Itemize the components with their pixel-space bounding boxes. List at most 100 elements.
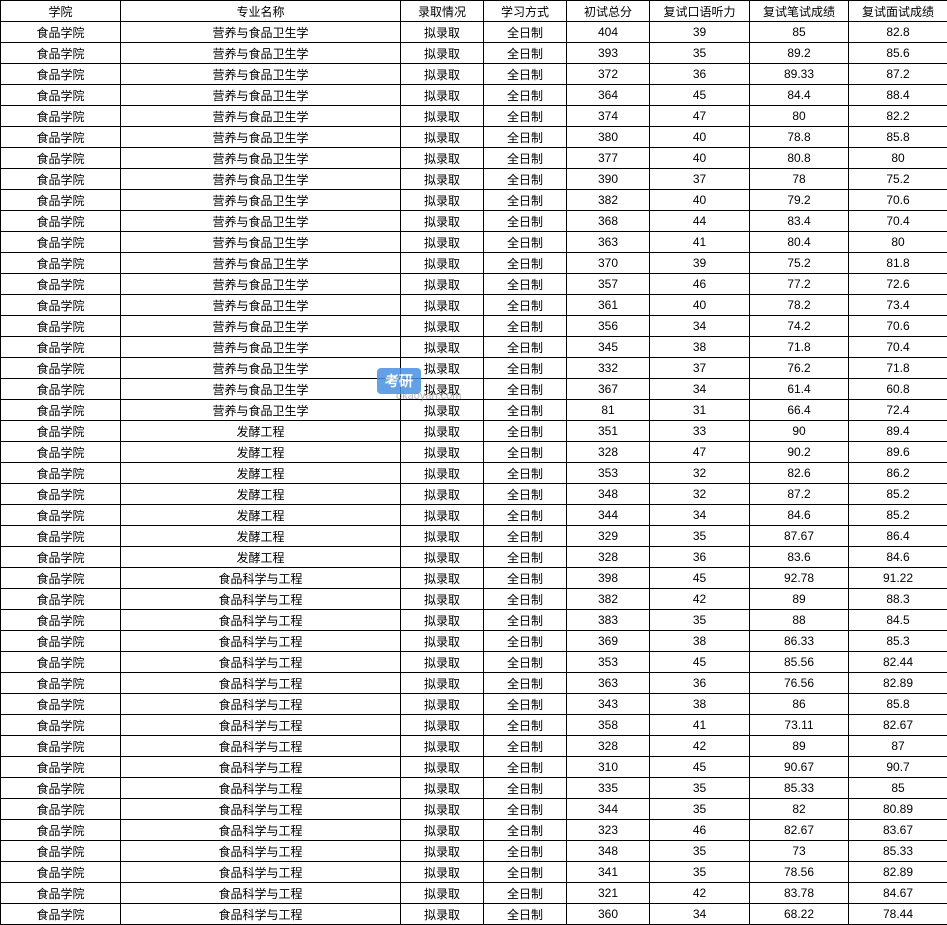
- table-cell: 拟录取: [401, 421, 484, 442]
- table-cell: 83.4: [750, 211, 849, 232]
- table-cell: 40: [650, 295, 750, 316]
- table-cell: 91.22: [849, 568, 947, 589]
- table-cell: 32: [650, 463, 750, 484]
- table-cell: 拟录取: [401, 337, 484, 358]
- table-cell: 38: [650, 337, 750, 358]
- table-cell: 344: [567, 799, 650, 820]
- table-cell: 34: [650, 904, 750, 925]
- table-row: 食品学院营养与食品卫生学拟录取全日制3804078.885.8: [1, 127, 947, 148]
- table-cell: 70.4: [849, 211, 947, 232]
- table-row: 食品学院营养与食品卫生学拟录取全日制3673461.460.8: [1, 379, 947, 400]
- table-cell: 360: [567, 904, 650, 925]
- table-cell: 发酵工程: [121, 463, 401, 484]
- table-cell: 食品学院: [1, 148, 121, 169]
- table-cell: 80.89: [849, 799, 947, 820]
- table-cell: 348: [567, 841, 650, 862]
- table-row: 食品学院食品科学与工程拟录取全日制3534585.5682.44: [1, 652, 947, 673]
- table-cell: 89.4: [849, 421, 947, 442]
- table-cell: 36: [650, 64, 750, 85]
- table-row: 食品学院食品科学与工程拟录取全日制3603468.2278.44: [1, 904, 947, 925]
- table-cell: 拟录取: [401, 505, 484, 526]
- table-row: 食品学院发酵工程拟录取全日制3533282.686.2: [1, 463, 947, 484]
- table-cell: 85.2: [849, 484, 947, 505]
- table-cell: 食品科学与工程: [121, 841, 401, 862]
- table-cell: 84.6: [849, 547, 947, 568]
- table-row: 食品学院发酵工程拟录取全日制3284790.289.6: [1, 442, 947, 463]
- table-cell: 85: [750, 22, 849, 43]
- table-cell: 90: [750, 421, 849, 442]
- table-cell: 82.89: [849, 673, 947, 694]
- table-cell: 328: [567, 442, 650, 463]
- table-cell: 食品科学与工程: [121, 631, 401, 652]
- table-cell: 全日制: [484, 169, 567, 190]
- table-cell: 78.56: [750, 862, 849, 883]
- table-cell: 92.78: [750, 568, 849, 589]
- table-cell: 食品学院: [1, 610, 121, 631]
- table-cell: 79.2: [750, 190, 849, 211]
- table-cell: 66.4: [750, 400, 849, 421]
- table-cell: 全日制: [484, 253, 567, 274]
- table-cell: 35: [650, 799, 750, 820]
- table-cell: 369: [567, 631, 650, 652]
- table-cell: 38: [650, 631, 750, 652]
- table-cell: 70.4: [849, 337, 947, 358]
- table-cell: 74.2: [750, 316, 849, 337]
- table-cell: 77.2: [750, 274, 849, 295]
- table-cell: 拟录取: [401, 589, 484, 610]
- table-cell: 82.8: [849, 22, 947, 43]
- table-cell: 拟录取: [401, 43, 484, 64]
- table-row: 食品学院食品科学与工程拟录取全日制3633676.5682.89: [1, 673, 947, 694]
- table-cell: 335: [567, 778, 650, 799]
- table-row: 食品学院营养与食品卫生学拟录取全日制404398582.8: [1, 22, 947, 43]
- table-cell: 34: [650, 505, 750, 526]
- table-cell: 食品科学与工程: [121, 610, 401, 631]
- table-cell: 89: [750, 589, 849, 610]
- table-cell: 41: [650, 232, 750, 253]
- table-cell: 89.33: [750, 64, 849, 85]
- table-cell: 食品学院: [1, 400, 121, 421]
- table-cell: 食品学院: [1, 106, 121, 127]
- table-cell: 食品学院: [1, 694, 121, 715]
- table-row: 食品学院发酵工程拟录取全日制3443484.685.2: [1, 505, 947, 526]
- table-cell: 拟录取: [401, 883, 484, 904]
- table-row: 食品学院营养与食品卫生学拟录取全日制3723689.3387.2: [1, 64, 947, 85]
- table-row: 食品学院营养与食品卫生学拟录取全日制3774080.880: [1, 148, 947, 169]
- table-cell: 90.67: [750, 757, 849, 778]
- table-cell: 71.8: [849, 358, 947, 379]
- table-cell: 食品科学与工程: [121, 757, 401, 778]
- table-cell: 食品学院: [1, 358, 121, 379]
- table-row: 食品学院食品科学与工程拟录取全日制3214283.7884.67: [1, 883, 947, 904]
- table-cell: 营养与食品卫生学: [121, 253, 401, 274]
- table-cell: 全日制: [484, 274, 567, 295]
- table-cell: 61.4: [750, 379, 849, 400]
- table-row: 食品学院营养与食品卫生学拟录取全日制3323776.271.8: [1, 358, 947, 379]
- table-cell: 食品学院: [1, 295, 121, 316]
- table-cell: 营养与食品卫生学: [121, 85, 401, 106]
- table-cell: 食品学院: [1, 631, 121, 652]
- header-cell-college: 学院: [1, 1, 121, 22]
- table-cell: 329: [567, 526, 650, 547]
- table-cell: 39: [650, 22, 750, 43]
- table-cell: 营养与食品卫生学: [121, 337, 401, 358]
- table-cell: 拟录取: [401, 211, 484, 232]
- table-cell: 食品学院: [1, 484, 121, 505]
- table-cell: 食品学院: [1, 127, 121, 148]
- table-cell: 85.2: [849, 505, 947, 526]
- table-cell: 40: [650, 148, 750, 169]
- table-cell: 全日制: [484, 379, 567, 400]
- table-cell: 32: [650, 484, 750, 505]
- table-cell: 全日制: [484, 295, 567, 316]
- table-cell: 食品学院: [1, 652, 121, 673]
- table-cell: 404: [567, 22, 650, 43]
- table-cell: 食品学院: [1, 883, 121, 904]
- table-cell: 372: [567, 64, 650, 85]
- table-cell: 食品科学与工程: [121, 673, 401, 694]
- table-cell: 34: [650, 316, 750, 337]
- table-cell: 拟录取: [401, 757, 484, 778]
- table-row: 食品学院营养与食品卫生学拟录取全日制390377875.2: [1, 169, 947, 190]
- table-cell: 食品学院: [1, 316, 121, 337]
- table-cell: 拟录取: [401, 715, 484, 736]
- table-cell: 82.67: [849, 715, 947, 736]
- table-cell: 全日制: [484, 547, 567, 568]
- table-cell: 390: [567, 169, 650, 190]
